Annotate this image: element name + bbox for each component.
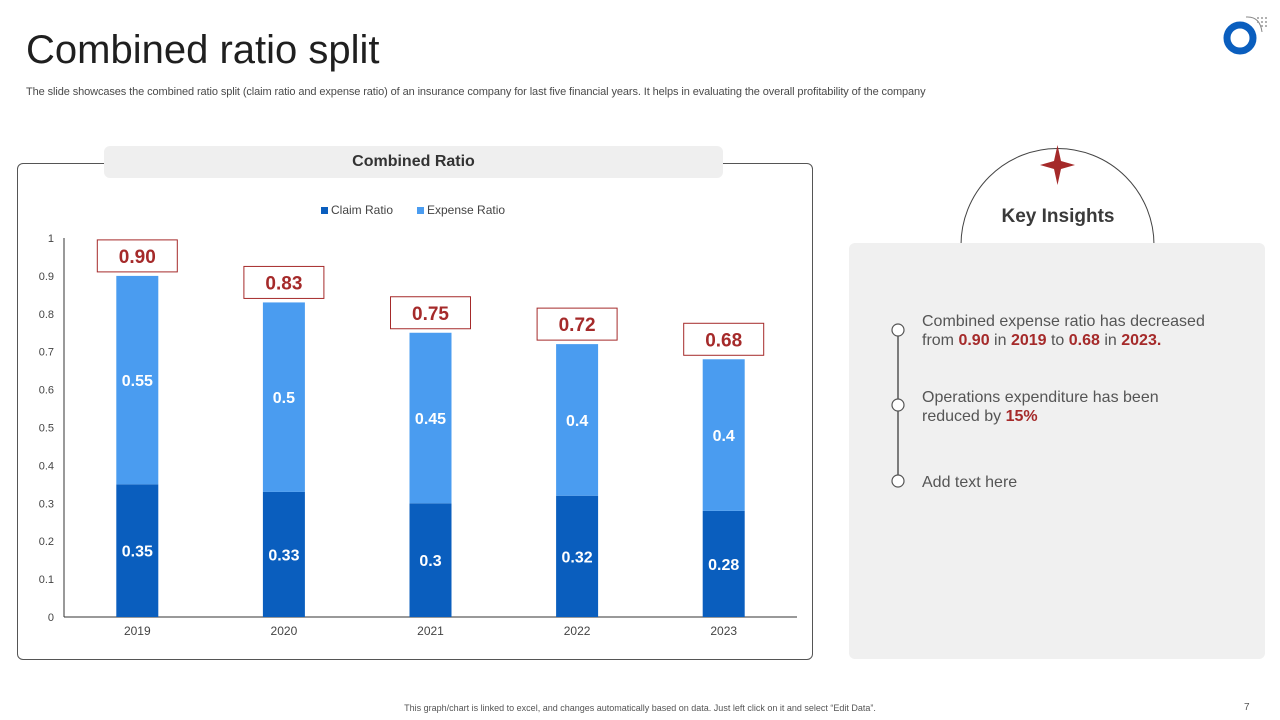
y-tick-label: 0.2	[39, 536, 54, 548]
chart-header: Combined Ratio	[104, 146, 723, 178]
total-callout-label: 0.75	[412, 304, 449, 325]
total-callout-label: 0.83	[265, 273, 302, 294]
total-callout-label: 0.68	[705, 330, 742, 351]
total-callout-box	[243, 265, 325, 299]
total-callout-label: 0.90	[119, 247, 156, 268]
combined-ratio-chart: 0 0.1 0.2 0.3 0.4 0.5 0.6 0.7 0.8 0.9 1 Claim Ratio…	[39, 203, 797, 638]
page-subtitle: The slide showcases the combined ratio s…	[26, 86, 926, 98]
x-tick-label: 2020	[271, 624, 298, 638]
y-tick-label: 0.3	[39, 498, 54, 510]
page-title: Combined ratio split	[26, 28, 380, 72]
bar-value-label: 0.32	[562, 549, 593, 566]
insight-item-2: Operations expenditure has been reduced …	[922, 389, 1159, 425]
insights-panel	[849, 243, 1265, 659]
insights-arc	[960, 145, 1155, 246]
bar-claim	[556, 495, 599, 617]
total-callout-box	[96, 239, 178, 273]
bar-value-label: 0.4	[566, 413, 588, 430]
total-callout-box	[390, 296, 471, 330]
timeline-dot	[891, 323, 905, 337]
legend-swatch	[321, 207, 328, 214]
bar-value-label: 0.4	[713, 428, 735, 445]
insights-title: Key Insights	[1001, 206, 1115, 227]
y-tick-label: 0.8	[39, 309, 54, 321]
y-tick-label: 0.4	[39, 460, 54, 472]
x-tick-label: 2019	[124, 624, 151, 638]
y-tick-label: 1	[48, 233, 54, 245]
bar-value-label: 0.45	[415, 411, 446, 428]
total-callout-box	[683, 322, 765, 356]
bar-value-label: 0.55	[122, 373, 153, 390]
legend-label: Expense Ratio	[427, 203, 505, 217]
bar-claim	[116, 484, 159, 617]
logo-icon	[1223, 16, 1267, 55]
total-callout-box	[536, 307, 618, 341]
y-tick-label: 0.1	[39, 574, 54, 586]
x-tick-label: 2021	[417, 624, 444, 638]
page-number: 7	[1244, 702, 1250, 713]
bar-value-label: 0.3	[419, 553, 441, 570]
bar-expense	[409, 332, 452, 504]
bar-value-label: 0.5	[273, 390, 295, 407]
insights-timeline	[891, 323, 905, 488]
bar-expense	[556, 344, 599, 496]
footer-note: This graph/chart is linked to excel, and…	[404, 703, 876, 713]
bar-value-label: 0.28	[708, 557, 739, 574]
x-tick-label: 2023	[710, 624, 737, 638]
bar-claim	[702, 510, 745, 617]
star-icon	[1040, 145, 1075, 185]
bar-expense	[262, 302, 305, 492]
timeline-dot	[891, 398, 905, 412]
bar-claim	[262, 491, 305, 617]
bar-value-label: 0.35	[122, 544, 153, 561]
insight-item-1: Combined expense ratio has decreased fro…	[922, 313, 1205, 349]
legend-swatch	[417, 207, 424, 214]
bar-expense	[116, 275, 159, 485]
x-tick-label: 2022	[564, 624, 591, 638]
insight-item-3: Add text here	[922, 474, 1018, 491]
y-tick-label: 0	[48, 612, 54, 624]
timeline-dot	[891, 474, 905, 488]
bar-value-label: 0.33	[268, 547, 299, 564]
bar-claim	[409, 503, 452, 617]
total-callout-label: 0.72	[559, 315, 596, 336]
y-tick-label: 0.6	[39, 385, 54, 397]
y-tick-label: 0.9	[39, 271, 54, 283]
y-tick-label: 0.7	[39, 347, 54, 359]
bar-expense	[702, 359, 745, 511]
y-tick-label: 0.5	[39, 423, 54, 435]
legend-label: Claim Ratio	[331, 203, 393, 217]
